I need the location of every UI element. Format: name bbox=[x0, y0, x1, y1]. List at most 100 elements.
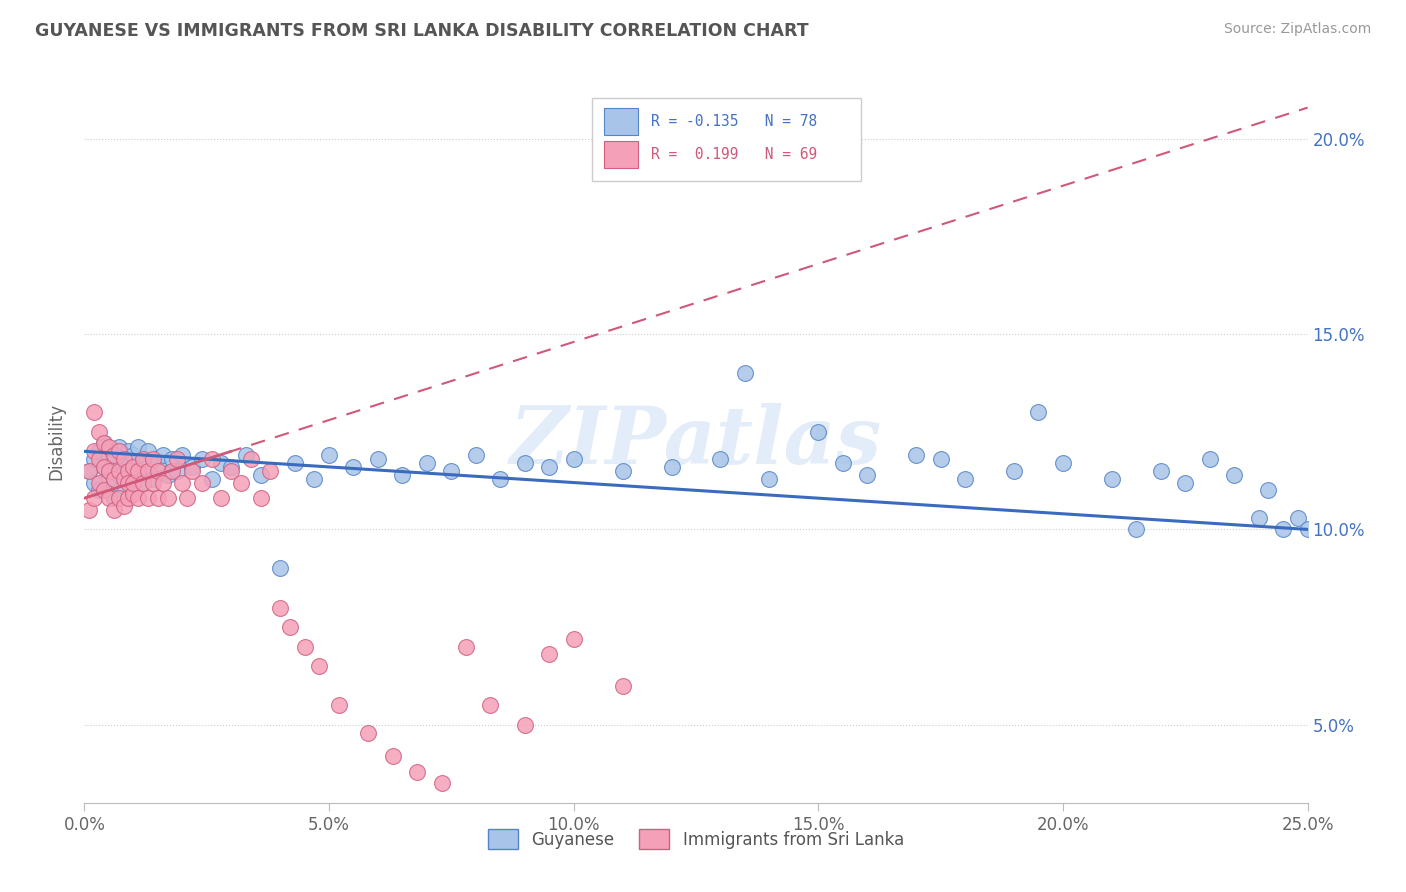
Point bbox=[127, 464, 149, 478]
Point bbox=[1101, 472, 1123, 486]
Point bbox=[229, 475, 252, 490]
Point bbox=[1247, 510, 1270, 524]
Point bbox=[1125, 523, 1147, 537]
Point bbox=[318, 448, 340, 462]
Point bbox=[136, 459, 159, 474]
Text: R = -0.135   N = 78: R = -0.135 N = 78 bbox=[651, 114, 817, 129]
Point bbox=[1174, 475, 1197, 490]
Bar bbox=[605, 108, 638, 136]
Point bbox=[191, 475, 214, 490]
Point bbox=[122, 448, 145, 462]
Point bbox=[1052, 456, 1074, 470]
Point bbox=[122, 472, 145, 486]
Point bbox=[112, 452, 135, 467]
Point bbox=[239, 452, 262, 467]
Point bbox=[284, 456, 307, 470]
Point bbox=[219, 464, 242, 478]
Point bbox=[381, 748, 404, 763]
Point bbox=[1028, 405, 1050, 419]
Point bbox=[103, 456, 125, 470]
Point bbox=[709, 452, 731, 467]
Point bbox=[166, 452, 188, 467]
Point bbox=[97, 448, 120, 462]
Point bbox=[538, 459, 561, 474]
Point bbox=[328, 698, 350, 713]
Point bbox=[181, 459, 204, 474]
FancyBboxPatch shape bbox=[592, 98, 860, 181]
Point bbox=[103, 472, 125, 486]
Point bbox=[929, 452, 952, 467]
Point bbox=[209, 491, 232, 505]
Point bbox=[562, 632, 585, 646]
Point bbox=[156, 491, 179, 505]
Point bbox=[117, 491, 139, 505]
Point bbox=[136, 491, 159, 505]
Point bbox=[1198, 452, 1220, 467]
Point bbox=[219, 459, 242, 474]
Point bbox=[93, 459, 115, 474]
Point bbox=[191, 452, 214, 467]
Point bbox=[127, 464, 149, 478]
Point bbox=[1223, 467, 1246, 482]
Text: R =  0.199   N = 69: R = 0.199 N = 69 bbox=[651, 147, 817, 162]
Point bbox=[259, 464, 281, 478]
Point bbox=[1002, 464, 1025, 478]
Point bbox=[132, 452, 155, 467]
Point bbox=[181, 464, 204, 478]
Point bbox=[97, 441, 120, 455]
Text: ZIPatlas: ZIPatlas bbox=[510, 403, 882, 480]
Point bbox=[122, 459, 145, 474]
Point bbox=[93, 483, 115, 498]
Point bbox=[278, 620, 301, 634]
Point bbox=[142, 475, 165, 490]
Point bbox=[661, 459, 683, 474]
Point bbox=[117, 444, 139, 458]
Point bbox=[357, 725, 380, 739]
Point bbox=[612, 679, 634, 693]
Point bbox=[249, 467, 271, 482]
Point bbox=[136, 464, 159, 478]
Point bbox=[152, 448, 174, 462]
Point bbox=[97, 491, 120, 505]
Point bbox=[513, 456, 536, 470]
Point bbox=[489, 472, 512, 486]
Point bbox=[1272, 523, 1295, 537]
Point bbox=[430, 776, 453, 790]
Point bbox=[103, 491, 125, 505]
Point bbox=[200, 452, 222, 467]
Point bbox=[562, 452, 585, 467]
Point bbox=[146, 464, 169, 478]
Point bbox=[612, 464, 634, 478]
Point bbox=[97, 464, 120, 478]
Point bbox=[162, 464, 184, 478]
Point bbox=[117, 475, 139, 490]
Point bbox=[112, 452, 135, 467]
Point bbox=[83, 405, 105, 419]
Point bbox=[146, 456, 169, 470]
Point bbox=[342, 459, 364, 474]
Point bbox=[87, 452, 110, 467]
Bar bbox=[605, 141, 638, 169]
Point bbox=[1296, 523, 1319, 537]
Point bbox=[269, 561, 291, 575]
Point bbox=[152, 475, 174, 490]
Point bbox=[294, 640, 316, 654]
Point bbox=[406, 764, 429, 779]
Point bbox=[142, 452, 165, 467]
Point bbox=[132, 475, 155, 490]
Point bbox=[107, 467, 129, 482]
Point bbox=[367, 452, 389, 467]
Point bbox=[103, 503, 125, 517]
Point bbox=[235, 448, 257, 462]
Point bbox=[1257, 483, 1279, 498]
Point bbox=[77, 464, 100, 478]
Point bbox=[117, 464, 139, 478]
Point bbox=[734, 366, 756, 380]
Point bbox=[391, 467, 413, 482]
Point bbox=[127, 441, 149, 455]
Point bbox=[83, 475, 105, 490]
Point bbox=[209, 456, 232, 470]
Point bbox=[200, 472, 222, 486]
Point bbox=[156, 467, 179, 482]
Point bbox=[97, 472, 120, 486]
